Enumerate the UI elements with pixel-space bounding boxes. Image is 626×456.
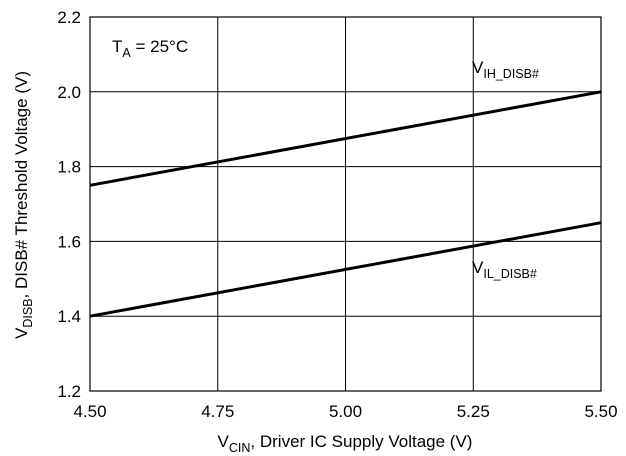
plot-frame (89, 16, 602, 392)
series-label-vih-sub: IH_DISB# (483, 67, 539, 81)
y-tick-label: 2.2 (57, 8, 81, 27)
series-label-vil: VIL_DISB# (472, 258, 537, 281)
tick-labels: 4.50 4.75 5.00 5.25 5.50 1.2 1.4 1.6 1.8 2.0 2.2 (57, 8, 617, 421)
series-label-vih: VIH_DISB# (472, 58, 539, 81)
y-axis-label-rest: , DISB# Threshold Voltage (V) (12, 71, 31, 298)
x-axis-label-rest: , Driver IC Supply Voltage (V) (250, 432, 472, 451)
x-axis-label-main: V (218, 432, 230, 451)
annotation-rest: = 25°C (131, 37, 188, 56)
annotation-main: T (112, 37, 122, 56)
x-axis-label-sub: CIN (229, 441, 251, 455)
y-axis-label-main: V (12, 327, 31, 339)
series-line-vih (89, 90, 602, 187)
grid (90, 17, 601, 391)
y-tick-label: 2.0 (57, 83, 81, 102)
x-tick-label: 5.50 (584, 402, 617, 421)
series-label-vil-main: V (472, 258, 484, 277)
x-tick-label: 4.75 (201, 402, 234, 421)
series-label-vil-sub: IL_DISB# (483, 267, 537, 281)
y-tick-label: 1.4 (57, 307, 81, 326)
temperature-annotation: TA = 25°C (112, 37, 188, 60)
y-tick-label: 1.2 (57, 382, 81, 401)
x-tick-label: 5.25 (457, 402, 490, 421)
series-label-vih-main: V (472, 58, 484, 77)
x-tick-label: 5.00 (329, 402, 362, 421)
x-tick-label: 4.50 (73, 402, 106, 421)
y-axis-label: VDISB, DISB# Threshold Voltage (V) (12, 71, 35, 339)
y-tick-label: 1.6 (57, 232, 81, 251)
y-tick-label: 1.8 (57, 158, 81, 177)
y-axis-label-sub: DISB (21, 298, 35, 327)
series-layer (89, 90, 602, 318)
series-line-vil (89, 221, 602, 318)
annotation-sub: A (122, 46, 131, 60)
x-axis-label: VCIN, Driver IC Supply Voltage (V) (218, 432, 473, 455)
